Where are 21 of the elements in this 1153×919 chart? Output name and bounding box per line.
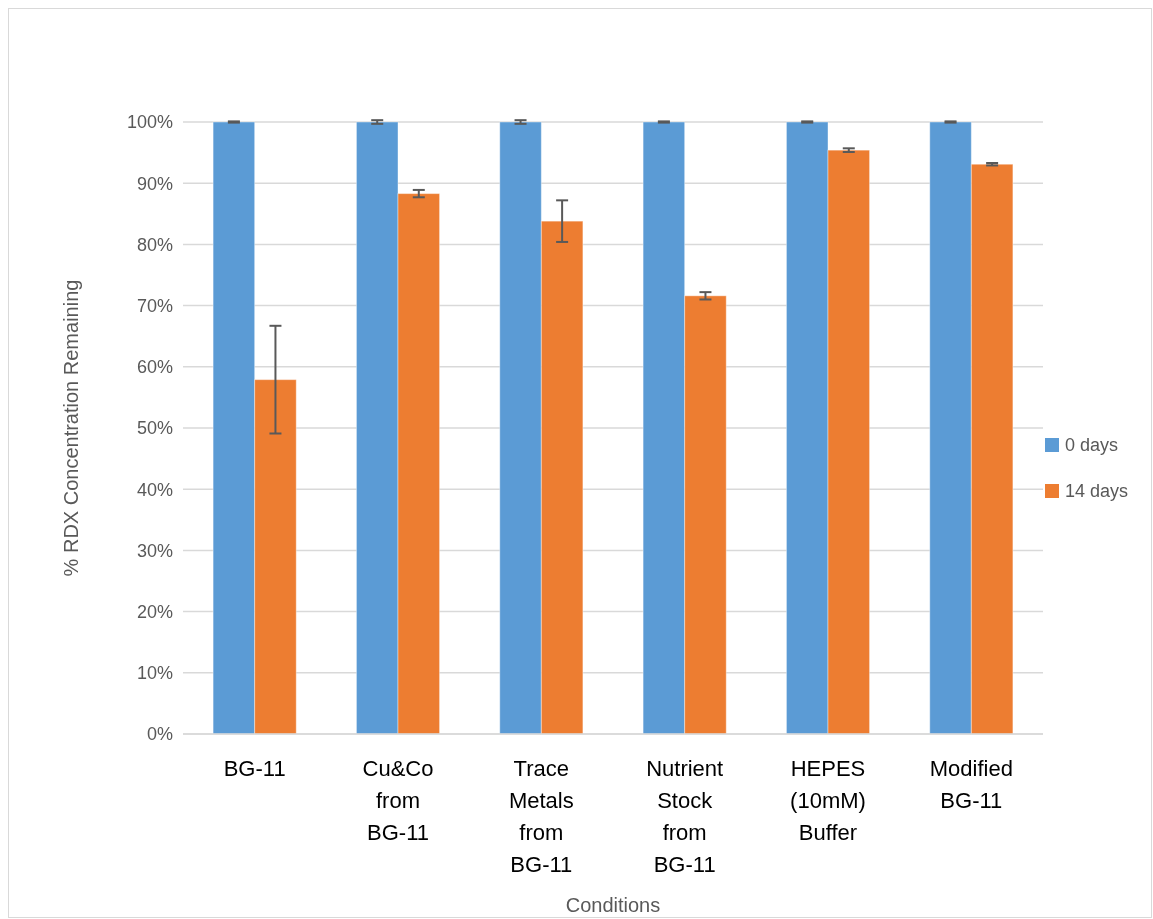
y-tick-label: 80% [136, 234, 173, 255]
y-tick-label: 70% [136, 295, 173, 316]
x-tick-label: Trace Metals from BG-11 [508, 756, 574, 877]
x-tick-label: BG-11 [223, 756, 286, 781]
y-tick-label: 100% [126, 112, 173, 133]
x-tick-label: Cu&Co from BG-11 [362, 756, 434, 845]
y-tick-label: 20% [136, 601, 173, 622]
legend-label: 14 days [1065, 481, 1129, 502]
y-axis-title: % RDX Concentration Remaining [60, 279, 82, 577]
y-tick-label: 30% [136, 540, 173, 561]
y-tick-label: 90% [136, 173, 173, 194]
x-axis-title: Conditions [565, 894, 661, 916]
y-tick-label: 60% [136, 357, 173, 378]
x-tick-label: Nutrient Stock from BG-11 [646, 756, 724, 877]
legend-label: 0 days [1065, 435, 1119, 456]
y-tick-label: 40% [136, 479, 173, 500]
x-tick-label: Modified BG-11 [929, 756, 1013, 813]
y-tick-label: 10% [136, 663, 173, 684]
x-tick-label: HEPES (10mM) Buffer [790, 756, 866, 845]
y-tick-label: 50% [136, 418, 173, 439]
y-tick-label: 0% [146, 724, 173, 745]
